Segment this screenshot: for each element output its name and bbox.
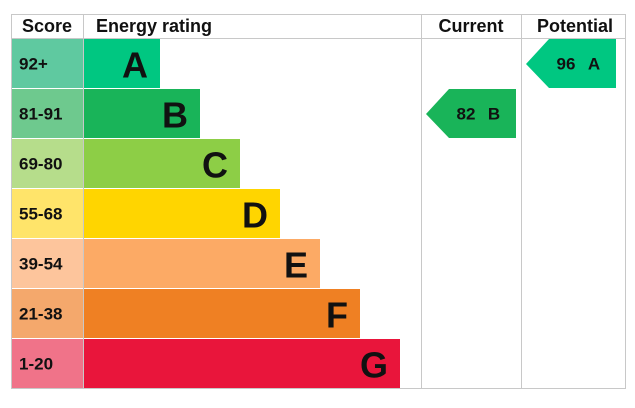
header-current: Current xyxy=(438,16,503,36)
score-label: 69-80 xyxy=(19,155,62,174)
potential-arrow xyxy=(526,39,616,88)
rating-letter: A xyxy=(122,45,148,86)
rating-letter: E xyxy=(284,245,308,286)
score-cell xyxy=(12,289,83,338)
score-label: 21-38 xyxy=(19,305,62,324)
header-rating: Energy rating xyxy=(96,16,212,36)
score-cell xyxy=(12,339,83,388)
rating-bar xyxy=(84,239,320,288)
rating-letter: C xyxy=(202,145,228,186)
rating-bar xyxy=(84,339,400,388)
header-score: Score xyxy=(22,16,72,36)
rating-bar xyxy=(84,89,200,138)
score-cell xyxy=(12,189,83,238)
potential-value: 96 xyxy=(557,55,576,74)
score-label: 1-20 xyxy=(19,355,53,374)
rating-letter: D xyxy=(242,195,268,236)
score-label: 39-54 xyxy=(19,255,63,274)
score-label: 81-91 xyxy=(19,105,62,124)
score-cell xyxy=(12,239,83,288)
current-letter: B xyxy=(488,105,500,124)
rating-bar xyxy=(84,139,240,188)
header-potential: Potential xyxy=(537,16,613,36)
current-value: 82 xyxy=(457,105,476,124)
score-label: 92+ xyxy=(19,55,48,74)
potential-letter: A xyxy=(588,55,600,74)
rating-bar xyxy=(84,289,360,338)
score-cell xyxy=(12,39,83,88)
score-cell xyxy=(12,139,83,188)
score-cell xyxy=(12,89,83,138)
current-arrow xyxy=(426,89,516,138)
rating-bar xyxy=(84,189,280,238)
rating-letter: G xyxy=(360,345,388,386)
frame xyxy=(11,14,626,389)
score-label: 55-68 xyxy=(19,205,62,224)
rating-letter: F xyxy=(326,295,348,336)
rating-letter: B xyxy=(162,95,188,136)
rating-bar xyxy=(84,39,160,88)
